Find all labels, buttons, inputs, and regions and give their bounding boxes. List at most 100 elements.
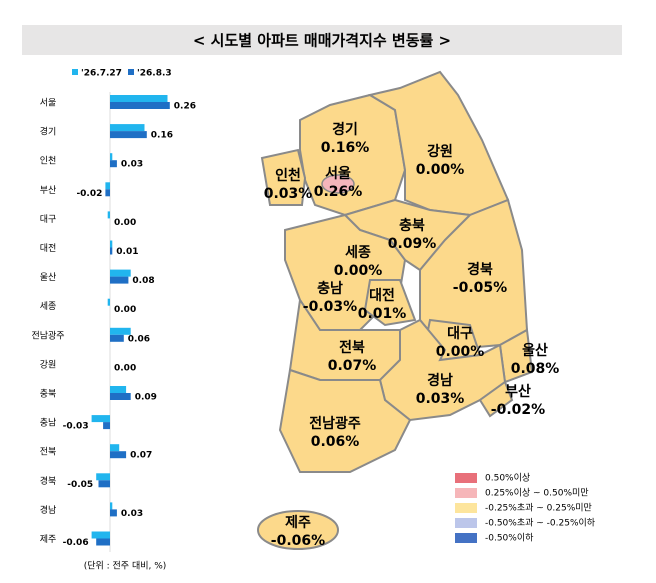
value-label: 0.01: [116, 247, 138, 257]
region-value: 0.03%: [264, 186, 313, 202]
category-label: 서울: [40, 98, 57, 109]
bar: [105, 189, 110, 197]
legend-label: -0.25%초과 ~ 0.25%미만: [485, 503, 592, 514]
bar: [110, 451, 127, 459]
bar: [110, 95, 168, 102]
category-label: 제주: [40, 534, 57, 545]
value-label: 0.00: [114, 305, 136, 315]
category-label: 전북: [40, 447, 57, 458]
bar: [110, 393, 131, 400]
bar: [110, 153, 113, 161]
bar: [110, 334, 124, 342]
category-label: 전남광주: [31, 329, 64, 341]
region-name: 충북: [399, 218, 425, 234]
category-label: 대구: [40, 214, 57, 225]
region: [278, 368, 412, 473]
legend-label: 0.50%이상: [485, 473, 530, 484]
region-name: 충남: [317, 280, 343, 297]
bar: [91, 415, 110, 423]
category-label: 울산: [40, 272, 57, 283]
value-label: 0.08: [132, 276, 154, 286]
bar: [110, 247, 113, 255]
legend-swatch: [128, 69, 134, 75]
region-value: 0.08%: [511, 361, 560, 377]
value-label: 0.06: [128, 334, 150, 344]
value-label: -0.02: [76, 189, 102, 199]
bar: [110, 502, 113, 510]
region-name: 대전: [369, 287, 395, 304]
bar: [96, 473, 110, 481]
region-value: 0.00%: [334, 263, 383, 279]
category-label: 강원: [40, 359, 57, 370]
region-value: 0.03%: [416, 391, 465, 407]
region-name: 대구: [447, 326, 473, 342]
region-value: -0.03%: [303, 299, 357, 315]
region-value: 0.01%: [358, 306, 407, 322]
region-name: 경북: [467, 261, 493, 278]
unit-note: (단위 : 전주 대비, %): [84, 561, 167, 572]
bar: [110, 102, 170, 109]
bar: [110, 444, 120, 452]
bar: [107, 211, 110, 219]
region-name: 전남광주: [309, 415, 361, 432]
region-value: 0.26%: [314, 184, 363, 200]
region-name: 전북: [339, 339, 365, 356]
bar: [96, 538, 110, 546]
region: [321, 174, 355, 194]
region-value: -0.02%: [491, 402, 545, 418]
region-name: 인천: [275, 167, 301, 184]
bar: [110, 269, 131, 277]
bar: [105, 182, 110, 190]
legend-label: -0.50%초과 ~ -0.25%이하: [485, 518, 596, 529]
bar: [110, 131, 147, 139]
region: [260, 148, 307, 206]
region-name: 강원: [427, 143, 453, 160]
region-value: -0.06%: [271, 533, 325, 549]
value-label: -0.05: [67, 480, 93, 490]
title: < 시도별 아파트 매매가격지수 변동률 >: [193, 32, 451, 50]
bar: [110, 160, 117, 168]
legend-swatch: [455, 533, 477, 543]
legend-label: '26.8.3: [137, 69, 172, 79]
bar: [110, 240, 113, 248]
value-label: 0.00: [114, 218, 136, 228]
region-value: 0.09%: [388, 236, 437, 252]
value-label: 0.03: [121, 160, 143, 170]
region-name: 경기: [332, 121, 358, 138]
region-value: 0.00%: [436, 344, 485, 360]
legend-swatch: [455, 473, 477, 483]
legend-label: '26.7.27: [81, 69, 122, 79]
bar: [98, 480, 110, 488]
legend-swatch: [455, 503, 477, 513]
category-label: 부산: [40, 185, 57, 196]
legend-swatch: [455, 488, 477, 498]
bar: [107, 298, 110, 306]
value-label: -0.03: [63, 422, 89, 432]
value-label: -0.06: [63, 538, 89, 548]
category-label: 세종: [40, 301, 57, 312]
bar: [110, 276, 129, 284]
region-value: 0.16%: [321, 140, 370, 156]
category-label: 경북: [40, 475, 57, 487]
region: [257, 510, 339, 550]
bar: [110, 124, 145, 132]
category-label: 경남: [40, 504, 57, 516]
legend-swatch: [72, 69, 78, 75]
bar: [110, 386, 127, 393]
bar: [110, 509, 117, 517]
value-label: 0.07: [130, 451, 152, 461]
category-label: 대전: [40, 243, 57, 254]
value-label: 0.00: [114, 363, 136, 373]
region-value: -0.05%: [453, 280, 507, 296]
bar: [103, 422, 110, 430]
region: [478, 380, 514, 418]
bar: [91, 531, 110, 539]
value-label: 0.16: [151, 131, 173, 141]
region-name: 서울: [325, 165, 351, 182]
region: [363, 279, 417, 327]
legend-label: -0.50%이하: [485, 533, 534, 544]
category-label: 경기: [40, 126, 57, 138]
value-label: 0.09: [135, 393, 157, 403]
value-label: 0.03: [121, 509, 143, 519]
